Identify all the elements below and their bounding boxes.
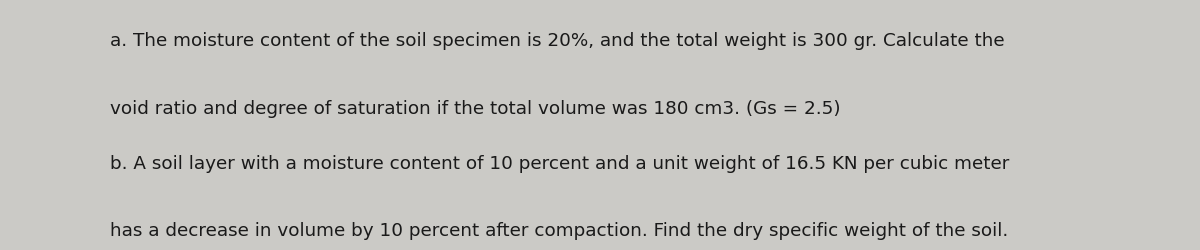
Text: b. A soil layer with a moisture content of 10 percent and a unit weight of 16.5 : b. A soil layer with a moisture content … (110, 155, 1009, 173)
Text: void ratio and degree of saturation if the total volume was 180 cm3. (Gs = 2.5): void ratio and degree of saturation if t… (110, 100, 841, 118)
Text: a. The moisture content of the soil specimen is 20%, and the total weight is 300: a. The moisture content of the soil spec… (110, 32, 1006, 50)
Text: has a decrease in volume by 10 percent after compaction. Find the dry specific w: has a decrease in volume by 10 percent a… (110, 222, 1009, 240)
